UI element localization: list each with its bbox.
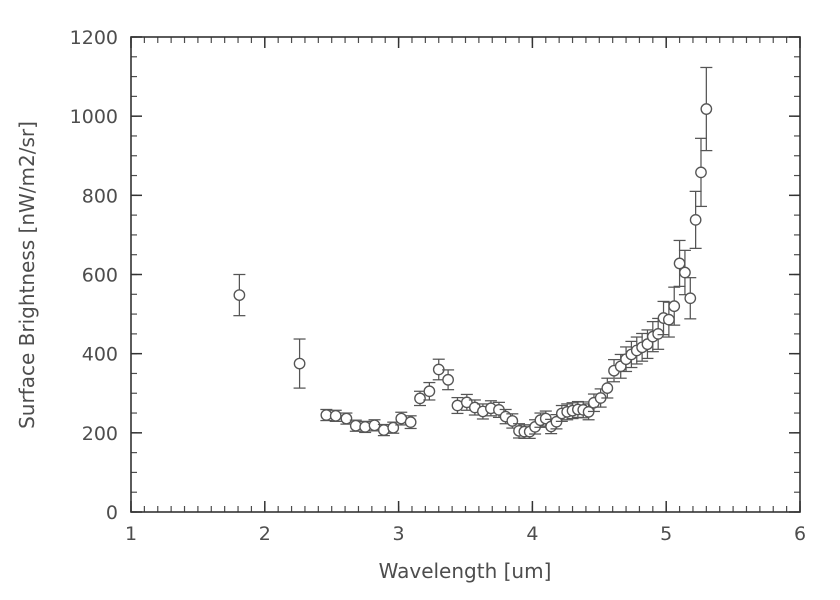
data-point <box>689 190 702 249</box>
x-axis-title: Wavelength [um] <box>379 559 552 583</box>
data-point <box>700 66 713 152</box>
data-point <box>320 408 333 422</box>
data-point <box>293 338 306 389</box>
data-point <box>340 412 353 425</box>
data-point <box>468 399 481 416</box>
x-tick-label: 1 <box>125 523 137 545</box>
data-point <box>368 419 381 432</box>
y-tick-label: 400 <box>82 344 118 366</box>
data-point <box>329 409 342 422</box>
data-point <box>233 273 246 317</box>
data-point <box>442 369 455 391</box>
x-tick-label: 2 <box>259 523 271 545</box>
x-tick-label: 4 <box>526 523 538 545</box>
x-tick-labels: 1 2 3 4 5 6 <box>125 523 806 545</box>
y-tick-label: 600 <box>82 265 118 287</box>
data-series <box>233 66 713 439</box>
data-point <box>423 381 436 401</box>
data-point <box>684 277 697 320</box>
y-tick-label: 0 <box>106 502 118 524</box>
y-tick-label: 1200 <box>70 27 118 49</box>
data-point <box>601 377 614 399</box>
x-tick-label: 6 <box>794 523 806 545</box>
plot-frame <box>130 36 801 513</box>
y-tick-label: 800 <box>82 185 118 207</box>
y-tick-label: 1000 <box>70 106 118 128</box>
data-point <box>404 415 417 430</box>
x-tick-label: 5 <box>660 523 672 545</box>
data-series-points <box>233 66 713 439</box>
data-point <box>694 137 707 208</box>
y-tick-label: 200 <box>82 423 118 445</box>
y-tick-labels: 0 200 400 600 800 1000 1200 <box>70 27 118 524</box>
x-tick-label: 3 <box>393 523 405 545</box>
y-axis-title: Surface Brightness [nW/m2/sr] <box>15 121 39 429</box>
data-point <box>668 286 681 326</box>
data-point <box>387 421 400 434</box>
